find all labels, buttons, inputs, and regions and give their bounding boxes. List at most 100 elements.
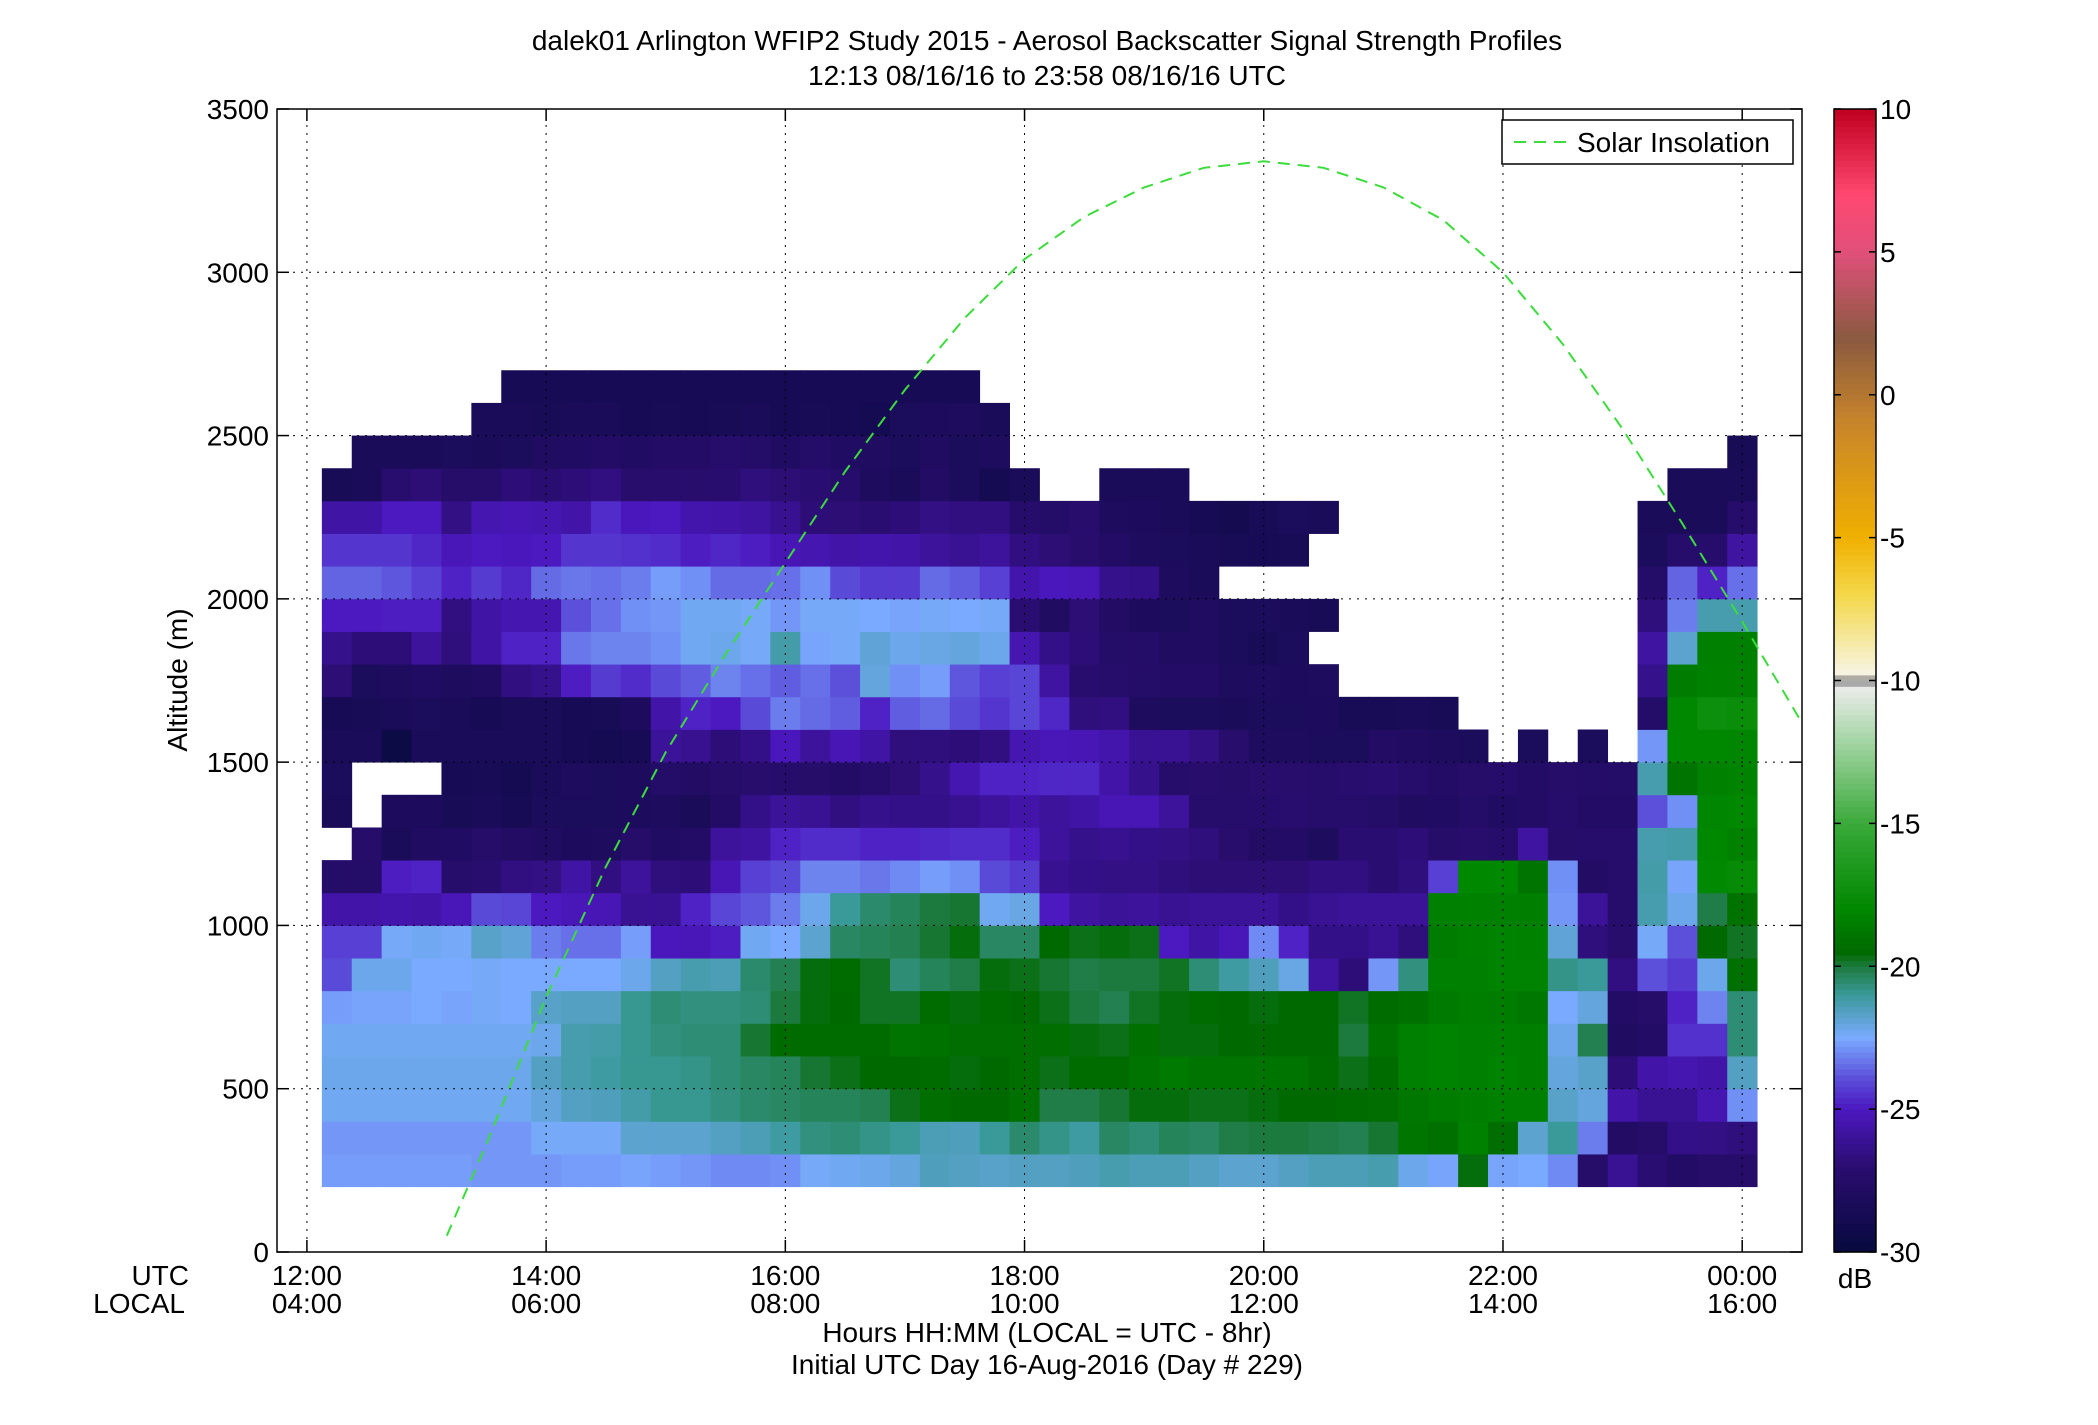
heatmap-cell: [650, 1088, 682, 1122]
heatmap-cell: [1398, 1088, 1429, 1122]
heatmap-cell: [650, 566, 682, 600]
heatmap-cell: [1697, 762, 1728, 796]
heatmap-cell: [680, 958, 711, 992]
colorbar-band: [1834, 840, 1876, 847]
heatmap-cell: [800, 1154, 831, 1188]
heatmap-cell: [441, 696, 472, 730]
heatmap-cell: [441, 729, 472, 763]
heatmap-cell: [1458, 729, 1489, 763]
heatmap-cell: [680, 1121, 711, 1155]
heatmap-cell: [800, 696, 831, 730]
heatmap-cell: [531, 402, 562, 436]
colorbar-band: [1834, 251, 1876, 259]
colorbar-band: [1834, 149, 1876, 156]
heatmap-cell: [501, 664, 532, 698]
heatmap-cell: [889, 925, 921, 959]
heatmap-cell: [1697, 696, 1728, 730]
x-axis-label: Hours HH:MM (LOCAL = UTC - 8hr): [822, 1317, 1271, 1348]
heatmap-cell: [1218, 762, 1250, 796]
heatmap-cell: [800, 827, 831, 861]
heatmap-cell: [590, 827, 622, 861]
colorbar-band: [1834, 823, 1876, 830]
heatmap-cell: [1577, 990, 1609, 1024]
colorbar-tick-label: 10: [1880, 94, 1911, 125]
heatmap-cell: [860, 435, 891, 469]
heatmap-cell: [1218, 925, 1250, 959]
heatmap-cell: [590, 892, 622, 926]
heatmap-cell: [1667, 762, 1698, 796]
heatmap-cell: [1189, 1121, 1220, 1155]
heatmap-cell: [441, 1088, 472, 1122]
heatmap-cell: [979, 1154, 1010, 1188]
heatmap-cell: [561, 1154, 592, 1188]
colorbar-band: [1834, 526, 1876, 533]
heatmap-cell: [1547, 892, 1579, 926]
heatmap-cell: [1308, 794, 1339, 828]
heatmap-cell: [1129, 468, 1160, 502]
heatmap-cell: [1189, 794, 1220, 828]
heatmap-cell: [949, 468, 981, 502]
heatmap-cell: [889, 1121, 921, 1155]
heatmap-cell: [1517, 1023, 1549, 1057]
heatmap-cell: [1189, 1056, 1220, 1090]
heatmap-cell: [1338, 958, 1369, 992]
heatmap-cell: [321, 990, 353, 1024]
heatmap-cell: [680, 435, 711, 469]
heatmap-cell: [1039, 1088, 1070, 1122]
heatmap-cell: [1218, 1088, 1250, 1122]
colorbar-band: [1834, 1149, 1876, 1156]
heatmap-cell: [919, 370, 951, 404]
colorbar-band: [1834, 869, 1876, 876]
heatmap-cell: [411, 1154, 442, 1188]
heatmap-cell: [800, 370, 831, 404]
heatmap-cell: [889, 500, 921, 534]
heatmap-cell: [620, 925, 652, 959]
heatmap-cell: [471, 631, 502, 665]
colorbar-band: [1834, 1229, 1876, 1236]
colorbar: -30 -25 -20 -15 -10 -5 0 5 10 dB: [1833, 94, 1920, 1294]
heatmap-cell: [501, 892, 532, 926]
heatmap-cell: [740, 729, 771, 763]
colorbar-band: [1834, 994, 1876, 1002]
colorbar-band: [1834, 429, 1876, 436]
heatmap-cell: [1607, 1023, 1638, 1057]
colorbar-band: [1834, 937, 1876, 944]
heatmap-cell: [680, 370, 711, 404]
heatmap-cell: [381, 990, 412, 1024]
heatmap-cell: [949, 1154, 981, 1188]
heatmap-cell: [590, 1154, 622, 1188]
colorbar-band: [1834, 240, 1876, 247]
colorbar-band: [1834, 583, 1876, 590]
y-tick-label: 3500: [207, 94, 269, 125]
heatmap-cell: [1099, 794, 1130, 828]
heatmap-cell: [1039, 696, 1070, 730]
colorbar-band: [1834, 1063, 1876, 1070]
heatmap-cell: [321, 729, 353, 763]
heatmap-cell: [830, 827, 861, 861]
heatmap-cell: [800, 958, 831, 992]
colorbar-band: [1834, 131, 1876, 139]
heatmap-cell: [1547, 762, 1579, 796]
heatmap-cell: [620, 1023, 652, 1057]
heatmap-cell: [411, 696, 442, 730]
heatmap-cell: [1697, 664, 1728, 698]
heatmap-cell: [860, 533, 891, 567]
heatmap-cell: [1159, 1056, 1190, 1090]
heatmap-cell: [1517, 958, 1549, 992]
colorbar-band: [1834, 389, 1876, 396]
heatmap-cell: [1159, 990, 1190, 1024]
heatmap-cell: [1398, 958, 1429, 992]
heatmap-cell: [620, 729, 652, 763]
heatmap-cell: [1697, 892, 1728, 926]
colorbar-tick-label: 0: [1880, 380, 1896, 411]
heatmap-cell: [740, 631, 771, 665]
heatmap-cell: [1308, 1088, 1339, 1122]
heatmap-cell: [1398, 1056, 1429, 1090]
colorbar-band: [1834, 1137, 1876, 1145]
heatmap-cell: [620, 370, 652, 404]
colorbar-band: [1834, 720, 1876, 727]
heatmap-cell: [381, 1023, 412, 1057]
heatmap-cell: [830, 631, 861, 665]
colorbar-band: [1834, 857, 1876, 864]
heatmap-cell: [800, 729, 831, 763]
